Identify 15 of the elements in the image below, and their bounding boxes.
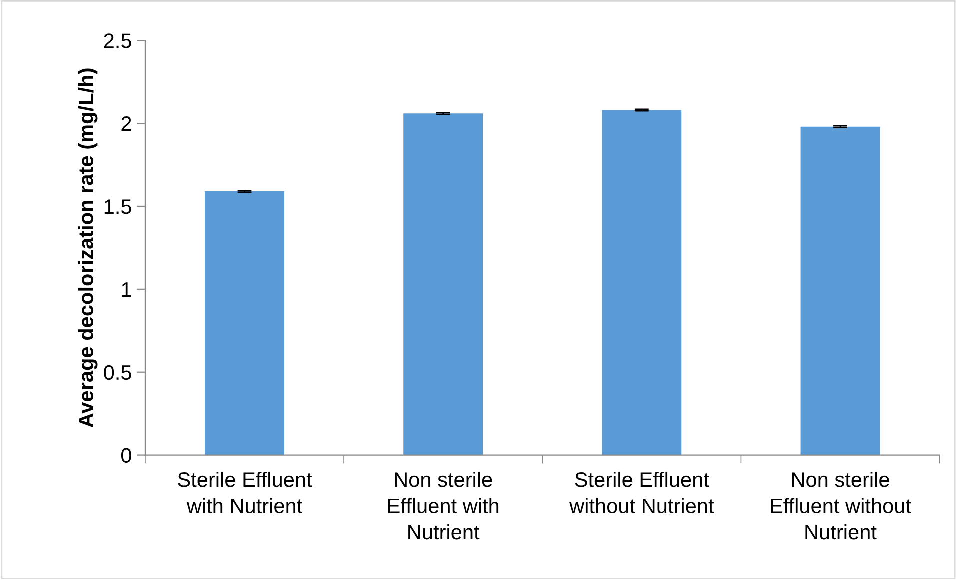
x-tick-label: Non sterile Effluent without Nutrient [771, 472, 912, 540]
y-tick-label: 1 [122, 282, 132, 297]
y-tick-label: 0 [122, 448, 132, 464]
y-tick-label: 0.5 [104, 365, 132, 380]
y-axis-title: Average decolorization rate (mg/L/h) [78, 68, 98, 428]
y-tick-label: 1.5 [104, 200, 132, 214]
bar [205, 192, 284, 456]
x-tick-label: Sterile Effluent without Nutrient [570, 472, 714, 514]
x-tick-label: Sterile Effluent with Nutrient [178, 472, 312, 514]
bar [404, 114, 484, 456]
bar [602, 110, 682, 456]
y-tick-label: 2 [122, 116, 132, 132]
y-tick-label: 2.5 [104, 34, 132, 48]
bar [800, 126, 880, 456]
x-tick-label: Non sterile Effluent with Nutrient [388, 472, 499, 540]
